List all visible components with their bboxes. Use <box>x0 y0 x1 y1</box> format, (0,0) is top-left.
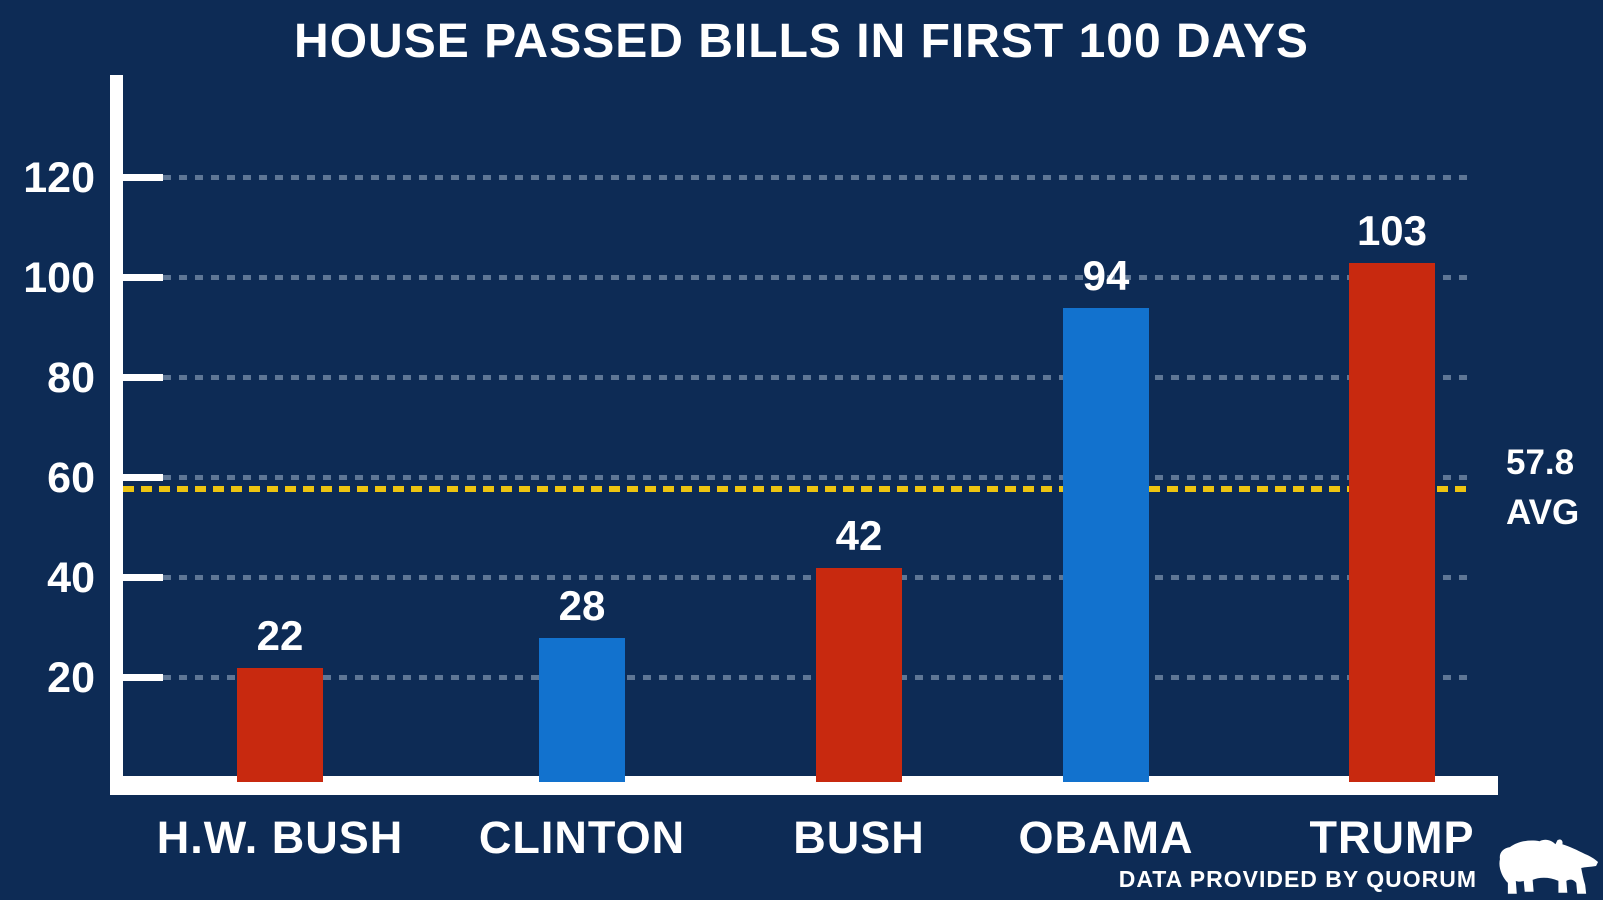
bar-value-label: 103 <box>1356 207 1428 254</box>
y-tick-label: 20 <box>47 654 95 702</box>
gridline-dashed <box>163 175 1467 180</box>
y-tick-label: 100 <box>23 254 95 302</box>
category-label: TRUMP <box>1309 812 1475 863</box>
average-unit-text: AVG <box>1506 493 1580 532</box>
x-axis-line <box>110 776 1498 795</box>
y-axis-tick <box>123 674 163 681</box>
bar-obama <box>1063 308 1149 782</box>
gridline-dashed <box>163 575 1467 580</box>
quorum-bear-icon <box>1499 839 1599 894</box>
gridline-dashed <box>163 375 1467 380</box>
bar-h-w-bush <box>237 668 323 782</box>
average-line <box>123 486 1472 492</box>
category-label: H.W. BUSH <box>156 812 404 863</box>
bar-value-label: 94 <box>1082 252 1130 299</box>
chart-title: HOUSE PASSED BILLS IN FIRST 100 DAYS <box>294 15 1309 68</box>
gridline-dashed <box>163 275 1467 280</box>
y-tick-label: 60 <box>47 454 95 502</box>
gridline-dashed <box>163 475 1467 480</box>
y-axis-tick <box>123 574 163 581</box>
gridline-dashed <box>163 675 1467 680</box>
bar-trump <box>1349 263 1435 782</box>
y-axis-tick <box>123 174 163 181</box>
average-line-label: 57.8 AVG <box>1506 438 1579 538</box>
category-label: BUSH <box>793 812 925 863</box>
category-label: OBAMA <box>1018 812 1194 863</box>
bar-value-label: 28 <box>558 582 606 629</box>
y-tick-label: 120 <box>23 154 95 202</box>
bar-bush <box>816 568 902 782</box>
bar-value-label: 42 <box>835 512 883 559</box>
bar-clinton <box>539 638 625 782</box>
y-tick-label: 40 <box>47 554 95 602</box>
y-axis-tick <box>123 374 163 381</box>
y-axis-line <box>110 75 123 795</box>
attribution-text: DATA PROVIDED BY QUORUM <box>1118 866 1477 892</box>
y-tick-label: 80 <box>47 354 95 402</box>
y-axis-tick <box>123 274 163 281</box>
bar-value-label: 22 <box>256 612 304 659</box>
category-label: CLINTON <box>478 812 686 863</box>
average-value-text: 57.8 <box>1506 443 1575 482</box>
y-axis-tick <box>123 474 163 481</box>
